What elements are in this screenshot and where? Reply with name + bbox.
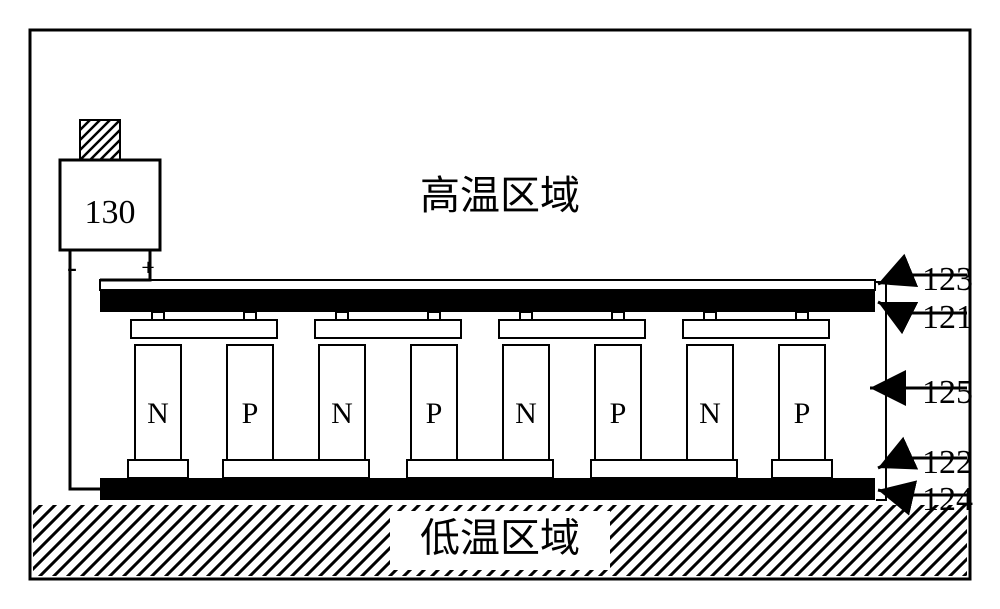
connector-tab [315,320,461,338]
connector-post [152,312,164,320]
leg-label: N [147,397,169,430]
top-electrode-plate-121 [100,290,875,312]
connector-post [704,312,716,320]
connector-post [336,312,348,320]
bottom-plate-124 [100,478,875,500]
connector-post [612,312,624,320]
connector-post [428,312,440,320]
leg-label: N [331,397,353,430]
power-supply-hatched-icon [80,120,120,160]
connector-tab [591,460,737,478]
connector-tab [683,320,829,338]
leg-label: N [699,397,721,430]
terminal-plus: + [141,256,155,282]
leg-label: P [426,397,443,430]
power-supply-label: 130 [85,194,136,231]
callout-label: 125 [922,374,973,411]
callout-label: 123 [922,261,973,298]
connector-post [244,312,256,320]
callout-label: 124 [922,481,973,518]
diagram-canvas: 低温区域高温区域130-+NPNPNPNP123121125122124 [0,0,1000,609]
top-insulator-123 [100,280,875,290]
connector-tab [223,460,369,478]
connector-post [520,312,532,320]
leg-label: N [515,397,537,430]
connector-post [796,312,808,320]
connector-tab [499,320,645,338]
connector-tab [772,460,832,478]
callout-label: 121 [922,299,973,336]
connector-tab [407,460,553,478]
leg-label: P [242,397,259,430]
connector-tab [131,320,277,338]
low-temp-label: 低温区域 [420,516,580,561]
leg-label: P [794,397,811,430]
leg-label: P [610,397,627,430]
callout-label: 122 [922,444,973,481]
wire-minus [70,250,100,489]
high-temp-label: 高温区域 [420,173,580,218]
connector-tab [128,460,188,478]
